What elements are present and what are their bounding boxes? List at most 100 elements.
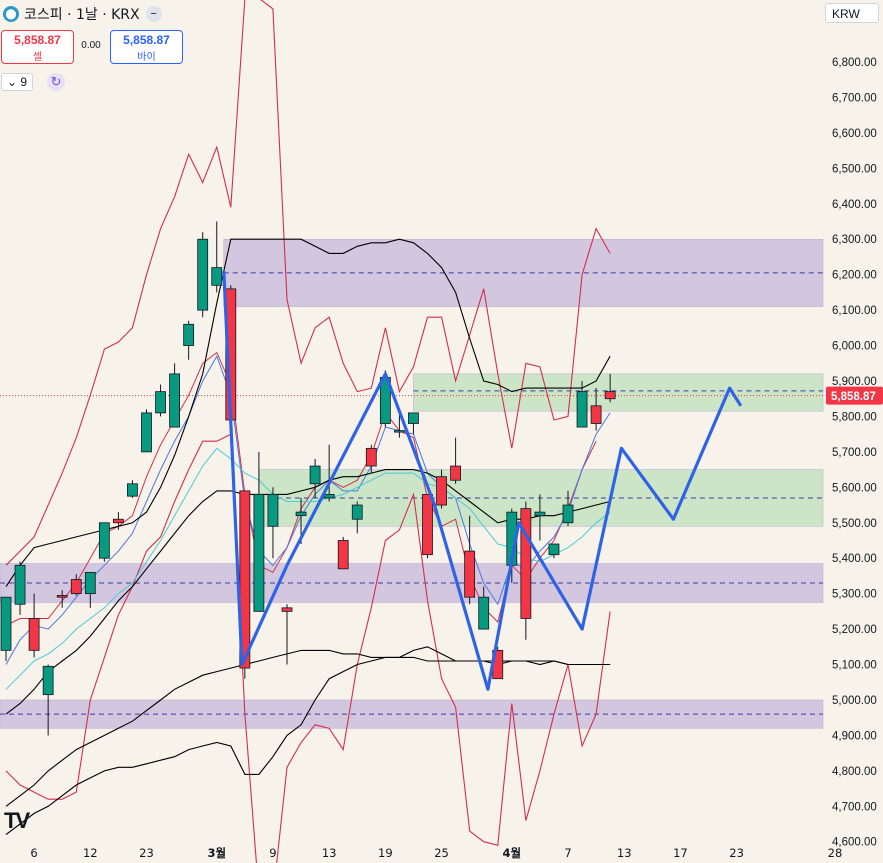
candle-40 [562,490,574,527]
candle-28 [393,412,405,438]
x-tick-label: 25 [434,846,449,860]
y-tick-label: 4,900.00 [832,730,877,742]
zone-green-1 [413,373,824,412]
candle-22 [309,458,321,498]
y-tick-label: 4,700.00 [832,801,877,813]
candle-body [323,494,335,499]
price-zones [0,238,824,729]
candle-41 [576,380,588,428]
y-tick-label: 6,800.00 [832,57,877,69]
candles [0,221,616,736]
spread-value: 0.00 [81,40,101,51]
candle-32 [450,437,462,484]
symbol-title[interactable]: 코스피 · 1날 · KRX [24,7,140,23]
x-tick-label: 4월 [503,846,522,860]
candle-19 [267,487,279,559]
series-ma_long-7 [5,646,611,836]
candle-body [590,405,602,424]
candle-body [253,494,265,612]
y-tick-label: 5,500.00 [832,518,877,530]
candle-body [155,391,166,414]
collapse-icon[interactable]: − [145,6,162,22]
candle-body [113,518,124,524]
candle-43 [604,373,616,403]
candle-body [548,543,560,556]
indicator-count-value: 9 [20,75,28,89]
candle-body [42,665,54,696]
refresh-icon[interactable]: ↻ [47,73,66,91]
y-tick-label: 4,600.00 [832,837,877,849]
x-tick-label: 23 [139,846,154,860]
x-tick-label: 13 [617,846,632,860]
candle-9 [127,480,138,498]
candle-body [98,522,110,559]
sell-price: 5,858.87 [14,33,61,47]
zone-purple-3 [0,563,824,603]
candle-7 [98,522,110,562]
buy-button[interactable]: 5,858.87 바이 [110,30,183,64]
candle-2 [28,593,40,658]
candle-body [562,504,574,524]
candle-body [127,483,138,497]
candle-body [169,373,181,428]
y-tick-label: 6,300.00 [832,234,877,246]
candle-29 [408,412,419,435]
candle-body [436,476,447,506]
candle-14 [197,232,209,318]
candle-body [211,267,223,286]
candle-body [281,607,293,612]
candle-body [197,238,209,311]
y-tick-label: 5,000.00 [832,695,877,707]
indicators-toggle[interactable]: ⌄ 9 ↻ [1,72,66,92]
currency-selector[interactable]: KRW [825,3,879,23]
zone-purple-4 [0,699,824,729]
candle-18 [253,451,265,612]
candle-body [351,504,363,520]
sell-button[interactable]: 5,858.87 셀 [1,30,74,64]
candle-8 [113,512,124,530]
x-tick-label: 3월 [207,846,226,860]
candle-37 [520,501,532,640]
series-ma_long-6 [5,649,611,807]
y-tick-label: 6,400.00 [832,199,877,211]
candle-39 [548,543,560,559]
candle-body [365,447,377,467]
series-bb_upper-0 [5,0,611,566]
x-tick-label: 12 [83,846,98,860]
indicator-count[interactable]: ⌄ 9 [1,73,34,91]
y-tick-label: 6,200.00 [832,270,877,282]
candle-33 [464,515,476,605]
candle-12 [169,363,181,428]
y-tick-label: 6,500.00 [832,163,877,175]
candle-24 [337,536,349,570]
chart-header: ⬤ 코스피 · 1날 · KRX − [0,0,162,28]
y-tick-label: 5,600.00 [832,482,877,494]
candle-38 [534,494,546,541]
candle-body [0,596,12,651]
x-tick-label: 28 [828,846,843,860]
y-tick-label: 6,100.00 [832,305,877,317]
candle-body [408,412,419,424]
candle-body [267,494,279,527]
x-tick-label: 17 [673,846,688,860]
last-price-tag: 5,858.87 [826,386,883,405]
candle-body [520,508,532,619]
candle-3 [42,664,54,736]
candle-5 [70,574,82,596]
y-tick-label: 5,700.00 [832,447,877,459]
y-tick-label: 5,800.00 [832,411,877,423]
x-tick-label: 13 [322,846,337,860]
x-axis[interactable]: 6 12 23 3월 9 13 19 25 4월 7 13 17 23 28 [30,846,842,860]
candle-26 [365,444,377,474]
y-tick-label: 6,000.00 [832,341,877,353]
buy-label: 바이 [137,52,156,63]
candle-6 [84,571,96,608]
candle-1 [14,561,26,615]
y-axis[interactable]: 4,600.00 4,700.00 4,800.00 4,900.00 5,000.00… [826,57,883,849]
candle-body [478,596,490,630]
candle-body [183,323,195,346]
candle-body [84,571,96,595]
candle-body [28,618,40,651]
last-price-tag-bg [826,386,883,405]
